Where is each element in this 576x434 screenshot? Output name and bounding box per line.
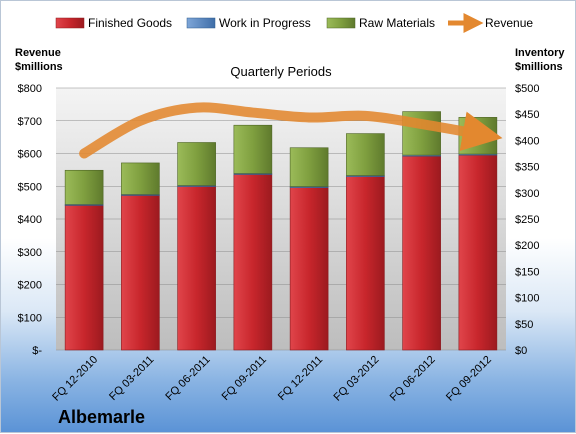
bar-finished-goods-fq-12-2010 (64, 205, 104, 351)
x-tick-label: FQ 09-2012 (444, 354, 494, 404)
left-tick-label: $200 (18, 280, 42, 292)
x-tick-label: FQ 03-2012 (332, 354, 382, 404)
legend: Finished Goods Work in Progress Raw Mate… (55, 13, 533, 33)
legend-item-work-in-progress: Work in Progress (186, 16, 311, 30)
right-tick-label: $250 (515, 214, 539, 226)
right-tick-label: $0 (515, 345, 527, 357)
right-axis-title-line1: Inventory (515, 47, 565, 59)
right-tick-label: $200 (515, 240, 539, 252)
chart-title: Quarterly Periods (230, 64, 332, 79)
bar-finished-goods-fq-06-2011 (177, 186, 216, 351)
left-tick-label: $500 (18, 181, 42, 193)
bar-raw-materials-fq-03-2012 (346, 133, 385, 176)
left-tick-label: $100 (18, 312, 42, 324)
right-axis-ticks: $0 $50 $100 $150 $200 $250 $300 $350 $400 $450 $50… (515, 83, 539, 357)
right-tick-label: $50 (515, 319, 533, 331)
left-axis-ticks: $- $100 $200 $300 $400 $500 $600 $700 $800 (18, 83, 43, 357)
bar-finished-goods-fq-09-2012 (458, 154, 498, 351)
x-tick-label: FQ 12-2011 (276, 354, 325, 403)
bar-raw-materials-fq-03-2011 (121, 162, 160, 195)
legend-item-finished-goods: Finished Goods (55, 16, 172, 30)
right-tick-label: $400 (515, 135, 539, 147)
left-axis-title-line1: Revenue (15, 47, 61, 59)
bar-raw-materials-fq-06-2011 (177, 142, 216, 186)
right-tick-label: $350 (515, 162, 539, 174)
bar-raw-materials-fq-06-2012 (402, 111, 441, 156)
bar-raw-materials-fq-12-2011 (289, 147, 329, 187)
bar-finished-goods-fq-09-2011 (233, 174, 273, 351)
legend-item-revenue: Revenue (448, 13, 533, 33)
bar-finished-goods-fq-12-2011 (289, 187, 329, 351)
x-tick-label: FQ 06-2012 (388, 354, 438, 404)
right-tick-label: $500 (515, 83, 539, 95)
right-tick-label: $150 (515, 266, 539, 278)
bar-raw-materials-fq-12-2010 (64, 169, 104, 205)
left-tick-label: $700 (18, 116, 42, 128)
left-tick-label: $400 (18, 214, 42, 226)
revenue-line (79, 102, 503, 159)
bar-finished-goods-fq-03-2012 (346, 176, 385, 351)
legend-label-finished-goods: Finished Goods (88, 16, 172, 30)
left-axis-title-line2: $millions (15, 61, 63, 73)
legend-label-revenue: Revenue (485, 16, 533, 30)
x-tick-label: FQ 09-2011 (220, 354, 269, 403)
right-tick-label: $300 (515, 188, 539, 200)
legend-label-raw-materials: Raw Materials (359, 16, 435, 30)
revenue-line-group (79, 102, 503, 159)
legend-swatch-work-in-progress (186, 17, 216, 29)
bar-finished-goods-fq-03-2011 (121, 195, 160, 351)
x-tick-label: FQ 06-2011 (163, 354, 212, 403)
legend-item-raw-materials: Raw Materials (326, 16, 435, 30)
x-tick-label: FQ 12-2010 (50, 354, 100, 404)
company-name: Albemarle (58, 407, 145, 427)
right-tick-label: $100 (515, 293, 539, 305)
left-tick-label: $600 (18, 149, 42, 161)
left-tick-label: $- (32, 345, 42, 357)
x-tick-label: FQ 03-2011 (107, 354, 156, 403)
left-tick-label: $800 (18, 83, 42, 95)
left-tick-label: $300 (18, 247, 42, 259)
legend-swatch-raw-materials (326, 17, 356, 29)
bar-raw-materials-fq-09-2011 (233, 124, 273, 174)
bars (64, 111, 498, 351)
legend-label-work-in-progress: Work in Progress (219, 16, 311, 30)
right-axis-title-line2: $millions (515, 61, 563, 73)
legend-swatch-finished-goods (55, 17, 85, 29)
bar-finished-goods-fq-06-2012 (402, 155, 441, 351)
right-tick-label: $450 (515, 109, 539, 121)
x-axis-ticks: FQ 12-2010 FQ 03-2011 FQ 06-2011 FQ 09-2011… (50, 354, 494, 404)
